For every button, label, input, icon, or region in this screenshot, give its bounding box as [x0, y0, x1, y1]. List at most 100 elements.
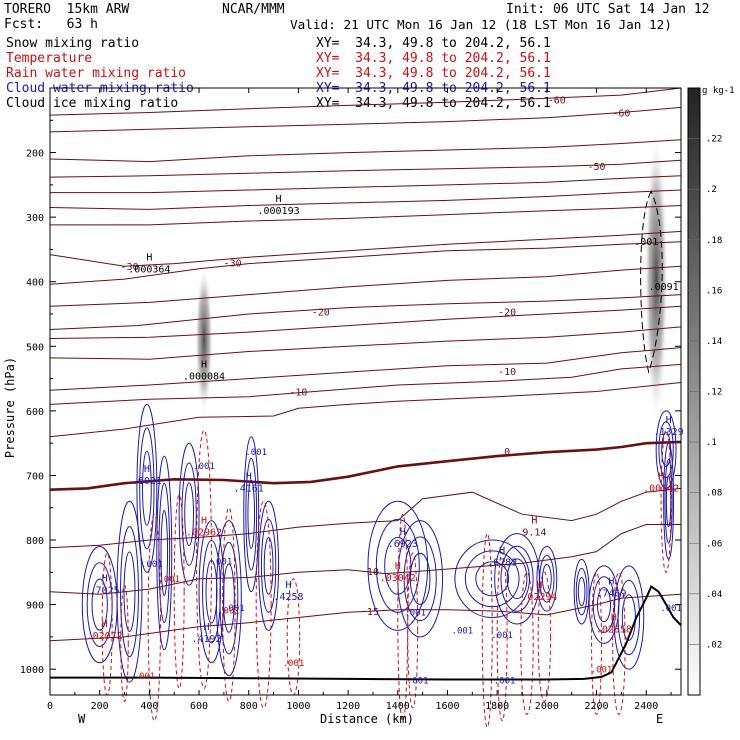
cloud-water-contour-label: .001 [245, 448, 267, 458]
temperature-contour [49, 326, 682, 360]
cloud-water-contour [142, 450, 152, 526]
rain-max-value: .02358 [596, 624, 632, 635]
cloud-water-contour-label: .001 [660, 604, 682, 614]
rain-contour [660, 429, 672, 573]
cloud-water-contour [541, 564, 552, 594]
colorbar-tick-label: .16 [706, 286, 722, 296]
y-tick-label: 700 [26, 471, 44, 482]
temperature-max-value: 9.14 [522, 528, 546, 539]
rain-max-marker: H [536, 580, 542, 591]
cloud-water-contour [245, 457, 258, 571]
rain-max-marker: H [102, 619, 108, 630]
temperature-contour-label: -10 [498, 367, 516, 378]
cloud-water-contour [384, 536, 412, 595]
colorbar-tick-label: .08 [706, 489, 722, 499]
colorbar-tick-label: .02 [706, 640, 722, 650]
temperature-contour-label: -60 [612, 109, 630, 120]
temperature-contour-label: -50 [588, 162, 606, 173]
temperature-contour [49, 487, 682, 549]
snow-max-value: .000084 [183, 371, 225, 382]
y-tick-label: 500 [26, 342, 44, 353]
snow-max-marker: H [201, 359, 207, 370]
cloud-water-contour [222, 563, 235, 633]
rain-contour-label: .001 [218, 607, 240, 617]
y-tick-label: 900 [26, 601, 44, 612]
field-xy-cloud-ice: XY= 34.3, 49.8 to 204.2, 56.1 [316, 96, 551, 111]
terrain-line [50, 584, 682, 681]
temperature-contour-label: 10 [367, 567, 379, 578]
field-xy-rain: XY= 34.3, 49.8 to 204.2, 56.1 [316, 66, 551, 81]
init-time: Init: 06 UTC Sat 14 Jan 12 [506, 2, 710, 17]
cloud-water-contour [258, 500, 280, 631]
snow-max-value: .001 [634, 237, 658, 248]
rain-max-marker: H [395, 561, 401, 572]
rain-contour [481, 533, 493, 728]
cloud-water-contour-label: .001 [491, 631, 513, 641]
cloud-water-contour [617, 579, 641, 656]
y-tick-label: 300 [26, 213, 44, 224]
x-tick-label: 200 [91, 701, 109, 712]
snow-shading [195, 264, 214, 415]
cloud-water-contour-label: .001 [407, 676, 429, 686]
temperature-contour [49, 382, 682, 438]
temperature-contour [49, 440, 682, 491]
cloud-water-contour [160, 509, 169, 597]
rain-max-value: .03042 [380, 573, 416, 584]
rain-contour [222, 507, 236, 702]
cloud-water-contour [91, 578, 108, 631]
temperature-contour [49, 363, 682, 405]
colorbar-unit: g kg-1 [702, 86, 735, 96]
rain-max-marker: H [611, 612, 617, 623]
x-tick-label: 800 [240, 701, 258, 712]
temperature-max-marker: H [531, 516, 537, 527]
cloud-water-contour [247, 479, 256, 549]
cloud-water-contour [178, 442, 200, 586]
rain-contour [147, 513, 162, 722]
y-tick-label: 600 [26, 407, 44, 418]
y-tick-label: 400 [26, 278, 44, 289]
colorbar-tick-label: .14 [706, 337, 722, 347]
x-tick-label: 1600 [435, 701, 459, 712]
cloud-water-contour-label: .001 [494, 676, 516, 686]
cloud-water-contour [536, 545, 558, 612]
rain-contour [255, 500, 272, 709]
temperature-contour [49, 241, 682, 285]
cloud-water-max-marker: H [102, 574, 108, 585]
cloud-water-max-value: .6923 [388, 539, 418, 550]
plot-frame [49, 87, 682, 696]
rain-contour [496, 552, 508, 722]
field-xy-snow: XY= 34.3, 49.8 to 204.2, 56.1 [316, 36, 551, 51]
y-tick-label: 1000 [20, 665, 44, 676]
x-tick-label: 1800 [485, 701, 509, 712]
colorbar-tick-label: .2 [706, 185, 717, 195]
snow-contour [640, 190, 663, 374]
colorbar-tick-label: .1 [706, 438, 717, 448]
temperature-contour-label: -10 [289, 388, 307, 399]
temperature-contour [49, 265, 682, 307]
cloud-water-contour-label: .001 [141, 560, 163, 570]
cloud-water-max-value: .4258 [273, 592, 303, 603]
cloud-water-max-marker: H [666, 415, 672, 426]
snow-max-value: .000193 [257, 206, 299, 217]
cloud-water-max-value: .6783 [487, 557, 517, 568]
snow-max-value: .000364 [128, 265, 170, 276]
colorbar-tick-label: .12 [706, 388, 722, 398]
valid-time: Valid: 21 UTC Mon 16 Jan 12 (18 LST Mon … [290, 17, 672, 32]
cloud-water-max-marker: H [608, 576, 614, 587]
cloud-water-max-marker: H [285, 580, 291, 591]
cloud-water-contour [573, 558, 590, 625]
rain-contour-label: .001 [283, 659, 305, 669]
cloud-water-contour [596, 587, 612, 623]
cloud-water-max-value: .6021 [132, 476, 162, 487]
rain-max-value: .02072 [87, 631, 123, 642]
x-tick-label: 1200 [336, 701, 360, 712]
x-axis-label: Distance (km) [320, 712, 414, 726]
temperature-contour-label: 0 [504, 447, 510, 458]
rain-contour [120, 584, 129, 702]
rain-max-value: .00142 [643, 484, 679, 495]
rain-contour [196, 429, 212, 690]
cloud-water-max-marker: H [203, 622, 209, 633]
cloud-water-contour [664, 458, 673, 544]
